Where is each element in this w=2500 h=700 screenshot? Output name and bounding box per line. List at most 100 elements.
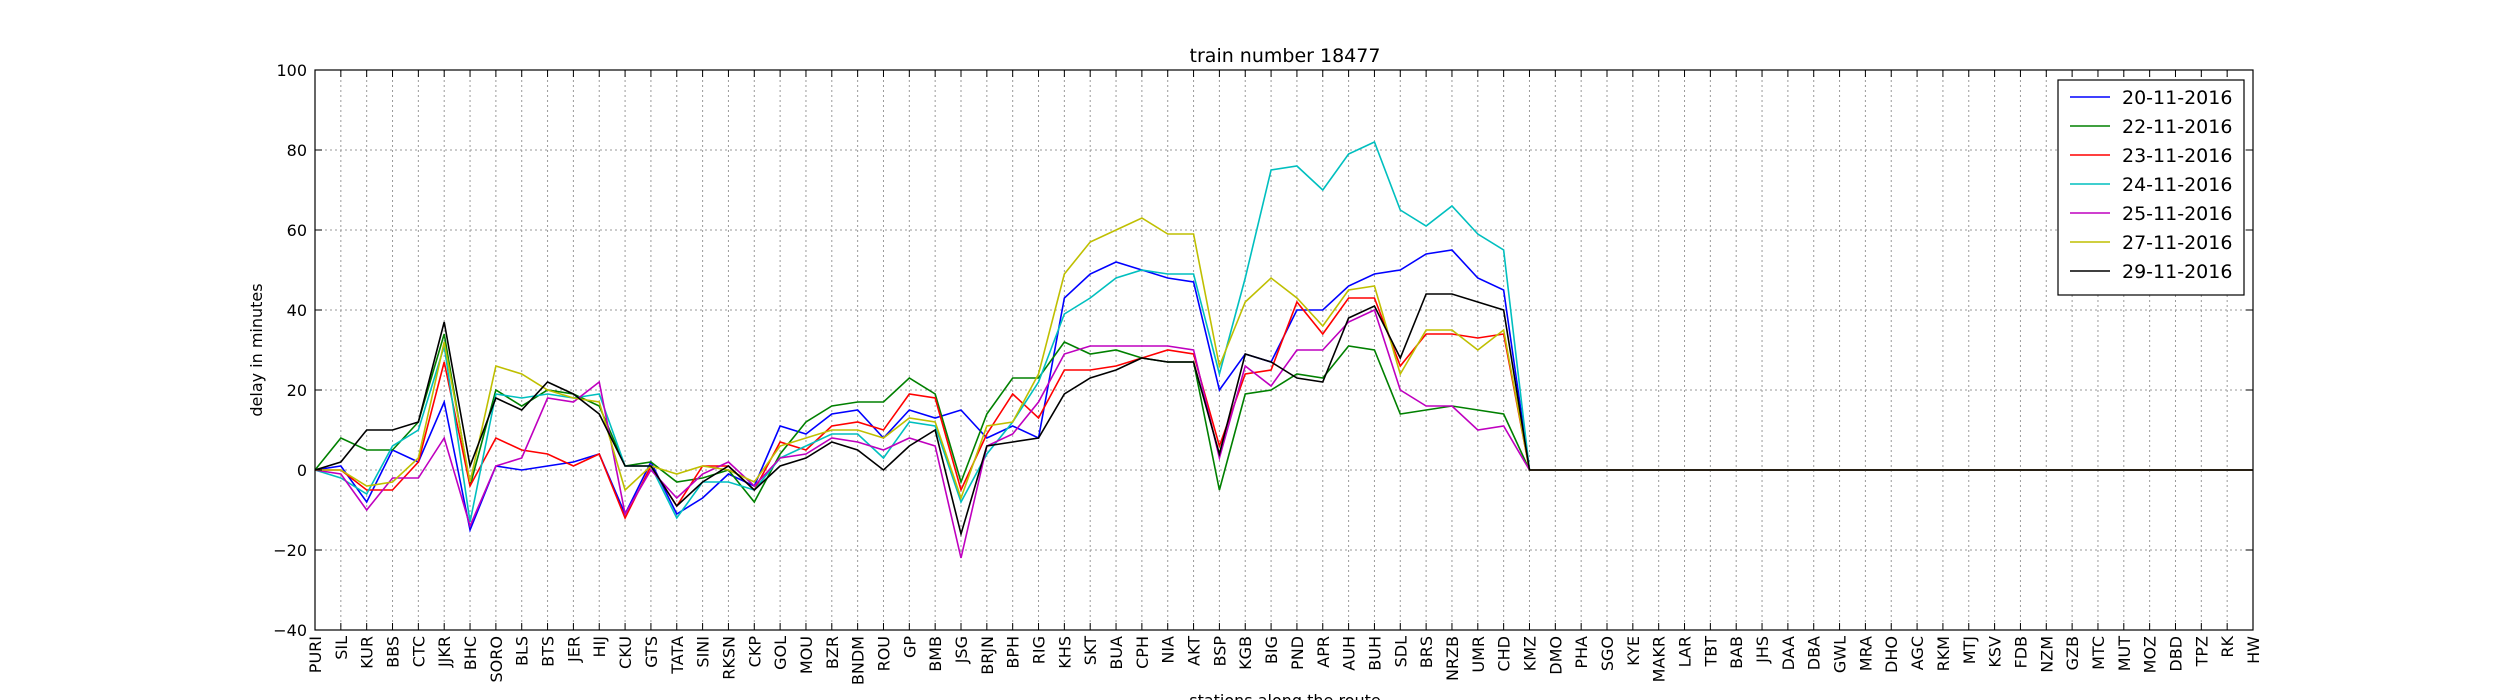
- x-tick-label: AGC: [1908, 636, 1927, 670]
- x-tick-label: MUT: [2115, 636, 2134, 672]
- legend-label: 23-11-2016: [2122, 145, 2232, 167]
- y-tick-label: 60: [287, 221, 307, 240]
- x-tick-label: KHS: [1055, 636, 1074, 669]
- x-tick-label: SDL: [1391, 636, 1410, 667]
- x-tick-label: BHC: [461, 636, 480, 670]
- x-tick-label: JJKR: [435, 636, 454, 668]
- x-tick-label: JSG: [952, 636, 971, 664]
- x-tick-label: UMR: [1469, 636, 1488, 673]
- x-tick-label: CHD: [1495, 636, 1514, 672]
- x-tick-label: RIG: [1030, 636, 1049, 664]
- y-tick-label: 100: [276, 61, 307, 80]
- x-tick-label: TBT: [1701, 636, 1720, 668]
- x-tick-label: BMB: [926, 636, 945, 672]
- x-tick-label: MTJ: [1960, 636, 1979, 664]
- x-tick-label: SINI: [694, 636, 713, 668]
- x-tick-label: KSV: [1986, 636, 2005, 668]
- x-tick-label: CKP: [745, 636, 764, 668]
- y-tick-label: −40: [273, 621, 307, 640]
- x-tick-label: MAKR: [1650, 636, 1669, 682]
- x-tick-label: MRA: [1856, 636, 1875, 671]
- x-tick-label: CKU: [616, 636, 635, 669]
- y-tick-label: 0: [297, 461, 307, 480]
- y-tick-label: 40: [287, 301, 307, 320]
- series-lines: [314, 140, 2253, 559]
- x-tick-label: BRS: [1417, 636, 1436, 668]
- x-tick-label: JHS: [1753, 636, 1772, 664]
- x-tick-label: NIA: [1159, 636, 1178, 664]
- x-tick-label: DBA: [1805, 636, 1824, 670]
- x-tick-label: SIL: [332, 636, 351, 660]
- legend-box: [2057, 79, 2245, 296]
- legend-label: 20-11-2016: [2122, 87, 2232, 109]
- x-tick-label: BLS: [513, 636, 532, 666]
- x-axis-label: stations along the route: [1189, 691, 1381, 700]
- y-tick-label: 80: [287, 141, 307, 160]
- series-line: [314, 140, 2253, 523]
- x-tick-label: BSP: [1210, 636, 1229, 667]
- x-tick-label: GP: [900, 636, 919, 658]
- x-tick-label: BUA: [1107, 636, 1126, 670]
- legend-label: 25-11-2016: [2122, 203, 2232, 225]
- x-tick-label: KYE: [1624, 636, 1643, 666]
- x-tick-label: CPH: [1133, 636, 1152, 669]
- x-tick-label: HIJ: [590, 636, 609, 657]
- x-tick-label: RKM: [1934, 636, 1953, 671]
- x-tick-label: MOU: [797, 636, 816, 674]
- y-axis-label: delay in minutes: [247, 283, 266, 416]
- x-tick-label: BAB: [1727, 636, 1746, 669]
- x-tick-label: AKT: [1185, 636, 1204, 666]
- x-tick-label: JER: [564, 636, 583, 663]
- plot-area-frame: [314, 69, 2254, 631]
- x-tick-label: NRZB: [1443, 636, 1462, 681]
- legend-label: 29-11-2016: [2122, 261, 2232, 283]
- x-tick-label: SGO: [1598, 636, 1617, 671]
- x-tick-label: BRJN: [978, 636, 997, 675]
- y-tick-label: −20: [273, 541, 307, 560]
- x-tick-label: BBS: [384, 636, 403, 668]
- series-line: [314, 308, 2253, 559]
- x-tick-label: MOZ: [2141, 636, 2160, 673]
- legend-label: 27-11-2016: [2122, 232, 2232, 254]
- x-tick-label: RKSN: [719, 636, 738, 680]
- legend-label: 22-11-2016: [2122, 116, 2232, 138]
- x-tick-label: CTC: [409, 636, 428, 667]
- x-tick-label: AUH: [1340, 636, 1359, 671]
- x-tick-label: NZM: [2037, 636, 2056, 673]
- x-tick-label: BZR: [823, 636, 842, 669]
- x-tick-label: DMO: [1546, 636, 1565, 675]
- x-tick-label: PND: [1288, 636, 1307, 670]
- x-tick-label: PHA: [1572, 636, 1591, 669]
- x-tick-label: GZB: [2063, 636, 2082, 670]
- x-tick-label: BUH: [1365, 636, 1384, 671]
- x-axis-ticks: PURI SIL KUR BBS CTC JJKR BHC SORO BLS BTS JER HIJ C…: [306, 70, 2263, 685]
- x-tick-label: BPH: [1004, 636, 1023, 669]
- x-tick-label: KGB: [1236, 636, 1255, 670]
- x-tick-label: KMZ: [1520, 636, 1539, 671]
- x-tick-label: MTC: [2089, 636, 2108, 670]
- x-tick-label: TPZ: [2192, 636, 2211, 667]
- x-tick-label: ROU: [874, 636, 893, 671]
- x-tick-label: KUR: [358, 636, 377, 669]
- series-line: [315, 217, 2253, 501]
- legend-label: 24-11-2016: [2122, 174, 2232, 196]
- x-tick-label: FDB: [2011, 636, 2030, 669]
- x-tick-label: RK: [2218, 635, 2237, 657]
- x-tick-label: DAA: [1779, 636, 1798, 670]
- y-tick-label: 20: [287, 381, 307, 400]
- grid-lines: [314, 69, 2254, 631]
- chart-title: train number 18477: [1190, 45, 1381, 67]
- x-tick-label: TATA: [668, 636, 687, 675]
- series-line: [315, 297, 2253, 520]
- x-tick-label: SKT: [1081, 636, 1100, 665]
- x-tick-label: LAR: [1676, 636, 1695, 667]
- x-tick-label: PURI: [306, 636, 325, 673]
- x-tick-label: GTS: [642, 636, 661, 668]
- x-tick-label: SORO: [487, 636, 506, 682]
- x-tick-label: APR: [1314, 636, 1333, 668]
- x-tick-label: DBD: [2166, 636, 2185, 672]
- y-axis-ticks: −40 −20 0 20 40 60 80 100: [273, 61, 2253, 640]
- x-tick-label: HW: [2244, 636, 2263, 664]
- x-tick-label: GWL: [1831, 636, 1850, 673]
